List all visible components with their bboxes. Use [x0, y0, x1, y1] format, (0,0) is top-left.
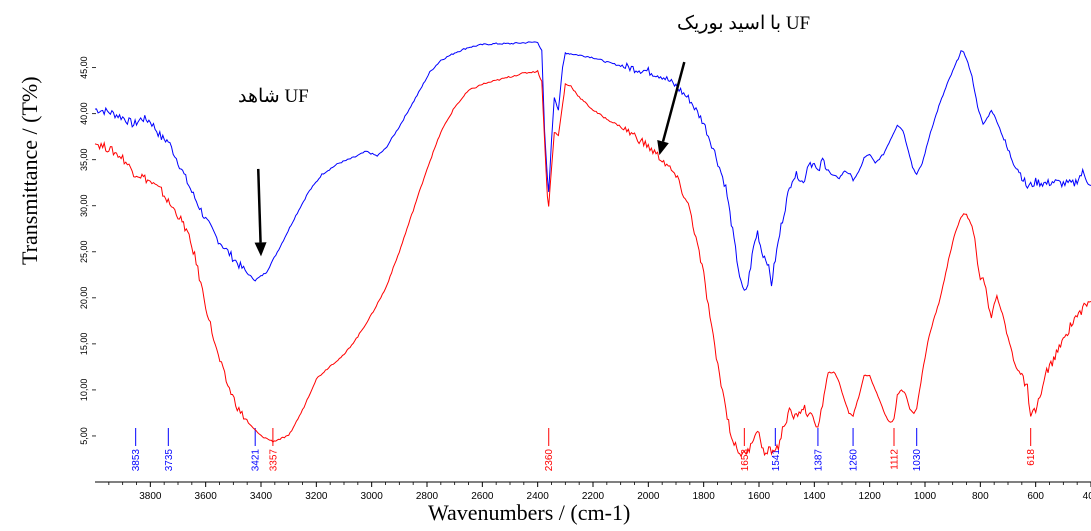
peak-label: 3357 — [268, 449, 279, 472]
annotation-uf-boric-acid: UF با اسید بوریک — [677, 13, 811, 34]
peak-label: 2360 — [544, 449, 555, 472]
annotation-uf-control: UF شاهد — [238, 86, 309, 107]
x-tick-label: 1400 — [803, 491, 826, 502]
x-tick-label: 1800 — [693, 491, 716, 502]
x-tick-label: 1000 — [914, 491, 937, 502]
annotation-arrow-shaft — [256, 168, 262, 243]
peak-markers: 3853 3735 3421 3357 2360 1653 1541 1387 1260 1112… — [131, 428, 1037, 471]
y-tick-label: 30,00 — [79, 194, 89, 217]
x-tick-label: 1200 — [859, 491, 882, 502]
y-axis: 5,00 10,00 15,00 20,00 25,00 30,00 35,00 40,00 4… — [79, 56, 96, 445]
annotation-arrow-head — [254, 242, 267, 257]
annotation-arrow-shaft — [661, 61, 686, 142]
x-tick-label: 600 — [1027, 491, 1044, 502]
x-tick-label: 2200 — [582, 491, 605, 502]
annotation-arrow-head — [657, 140, 669, 156]
x-axis: 3800 3600 3400 3200 3000 2800 2600 2400 2200 2000… — [95, 481, 1091, 502]
series-line — [94, 41, 1091, 291]
peak-label: 618 — [1026, 449, 1037, 466]
spectra — [94, 41, 1091, 458]
y-tick-label: 15,00 — [79, 333, 89, 356]
y-tick-label: 40,00 — [79, 102, 89, 125]
x-tick-label: 1600 — [748, 491, 771, 502]
peak-label: 1260 — [849, 449, 860, 472]
x-tick-label: 2800 — [416, 491, 439, 502]
x-tick-label: 3000 — [361, 491, 384, 502]
x-tick-label: 3800 — [139, 491, 162, 502]
y-tick-label: 35,00 — [79, 148, 89, 171]
x-tick-label: 400 — [1083, 491, 1091, 502]
annotation-arrows — [254, 61, 686, 257]
y-tick-label: 10,00 — [79, 379, 89, 402]
y-tick-label: 25,00 — [79, 241, 89, 264]
x-tick-label: 2400 — [527, 491, 550, 502]
peak-label: 3735 — [164, 449, 175, 472]
peak-label: 1030 — [912, 449, 923, 472]
y-tick-label: 5,00 — [79, 427, 89, 445]
peak-label: 3853 — [131, 449, 142, 472]
x-tick-label: 3200 — [305, 491, 328, 502]
y-axis-title: Transmittance / (T%) — [17, 76, 42, 265]
peak-label: 1387 — [813, 449, 824, 472]
peak-label: 1653 — [740, 449, 751, 472]
peak-label: 3421 — [251, 449, 262, 472]
peak-label: 1112 — [890, 449, 901, 470]
series-line — [94, 69, 1091, 458]
x-tick-label: 3400 — [250, 491, 273, 502]
y-tick-label: 20,00 — [79, 287, 89, 310]
x-tick-label: 2000 — [637, 491, 660, 502]
x-tick-label: 800 — [972, 491, 989, 502]
x-tick-label: 2600 — [471, 491, 494, 502]
peak-label: 1541 — [771, 449, 782, 472]
y-tick-label: 45,00 — [79, 56, 89, 79]
x-tick-label: 3600 — [195, 491, 218, 502]
x-axis-title: Wavenumbers / (cm-1) — [428, 500, 631, 525]
